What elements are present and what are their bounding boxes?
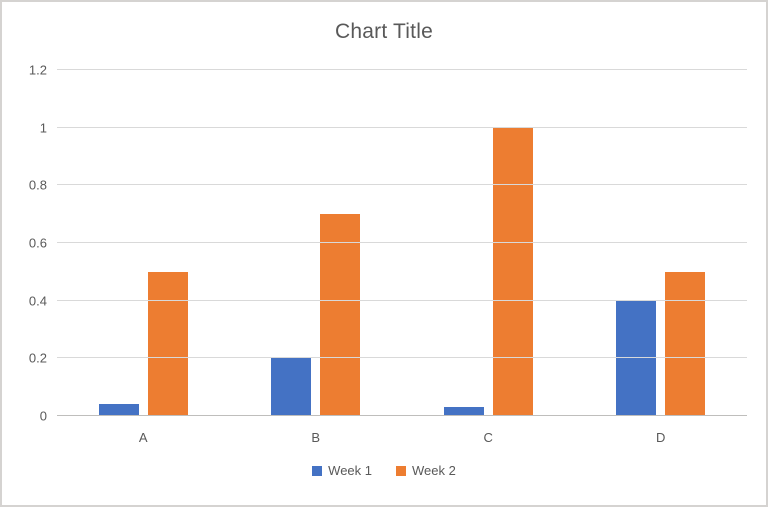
y-tick-label: 1 (39, 120, 47, 136)
legend-item-week1: Week 1 (312, 463, 372, 478)
gridline (57, 126, 747, 128)
x-axis-label-b: B (311, 430, 321, 445)
y-tick-label: 0 (39, 408, 47, 424)
y-tick-label: 0.8 (28, 177, 47, 193)
bar-week2-c (492, 127, 533, 416)
gridline (57, 242, 747, 243)
gridline (57, 184, 747, 186)
legend-label: Week 1 (328, 463, 372, 478)
x-axis-label-a: A (138, 430, 148, 445)
y-tick-label: 0.4 (28, 293, 47, 309)
bar-week1-c (443, 407, 484, 416)
bar-group-c (402, 70, 575, 416)
chart-title: Chart Title (335, 20, 433, 43)
bar-group-d (575, 70, 748, 416)
legend-swatch-icon (312, 465, 323, 476)
legend-item-week2: Week 2 (396, 463, 456, 478)
gridline (57, 299, 747, 301)
bar-groups (57, 70, 747, 416)
legend-label: Week 2 (412, 463, 456, 478)
gridline (57, 357, 747, 359)
y-tick-label: 0.2 (28, 350, 47, 366)
x-axis-labels: A B C D (57, 430, 747, 445)
y-tick-label: 0.6 (28, 235, 47, 251)
legend: Week 1 Week 2 (2, 463, 766, 478)
legend-swatch-icon (396, 465, 406, 476)
plot-area: 0 0.2 0.4 0.6 0.8 1 1.2 (29, 63, 747, 424)
bar-week2-d (665, 271, 706, 416)
bar-week1-a (98, 404, 139, 416)
gridline (57, 69, 747, 70)
bar-group-a (57, 70, 230, 416)
x-axis-label-c: C (483, 430, 493, 445)
bar-group-b (230, 70, 403, 416)
y-tick-label: 1.2 (28, 62, 47, 78)
bar-week2-a (147, 271, 188, 416)
bar-week1-b (271, 358, 312, 416)
x-axis-label-d: D (656, 430, 666, 445)
x-axis-line (57, 415, 747, 416)
bar-week2-b (320, 214, 361, 416)
